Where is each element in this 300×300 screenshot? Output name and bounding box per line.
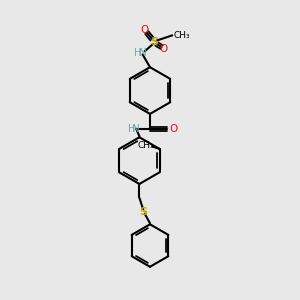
- Text: O: O: [169, 124, 178, 134]
- Text: CH₃: CH₃: [173, 31, 190, 40]
- Text: H: H: [134, 48, 142, 58]
- Text: CH₃: CH₃: [137, 141, 154, 150]
- Text: H: H: [128, 124, 135, 134]
- Text: S: S: [150, 37, 158, 47]
- Text: N: N: [139, 48, 146, 58]
- Text: N: N: [132, 124, 140, 134]
- Text: O: O: [141, 25, 149, 35]
- Text: O: O: [160, 44, 168, 54]
- Text: S: S: [140, 207, 148, 217]
